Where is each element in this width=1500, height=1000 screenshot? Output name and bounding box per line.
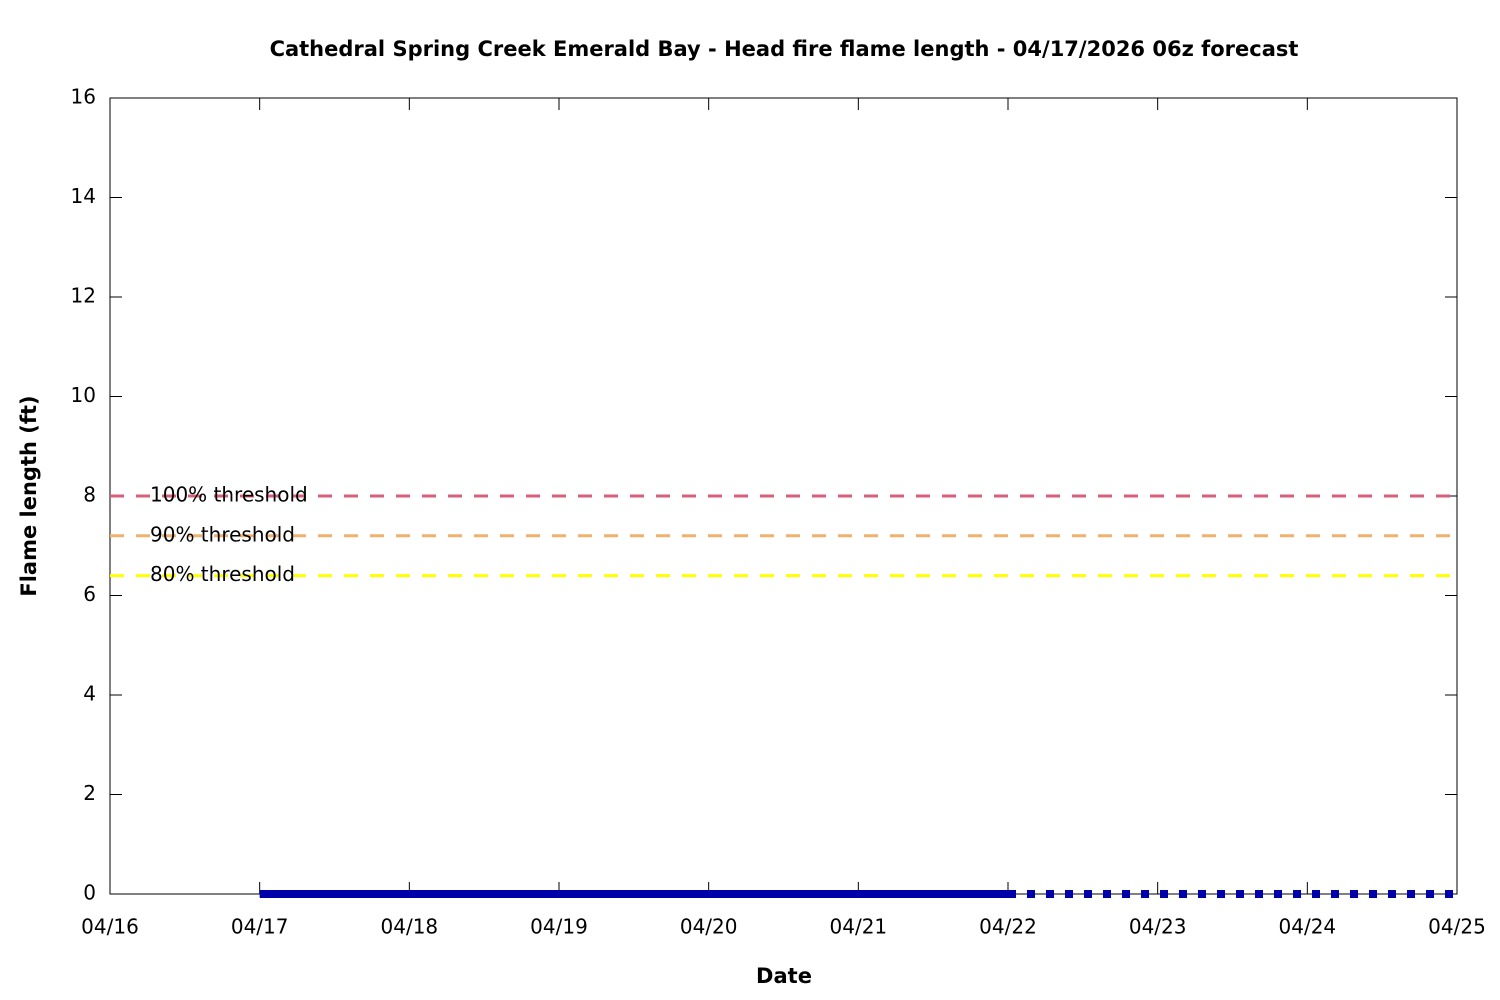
x-tick-label: 04/20	[680, 915, 738, 939]
y-tick-label: 14	[71, 184, 96, 208]
y-tick-label: 0	[83, 881, 96, 905]
y-tick-label: 2	[83, 781, 96, 805]
legend-label: 80% threshold	[150, 562, 295, 586]
x-tick-label: 04/22	[979, 915, 1037, 939]
x-tick-label: 04/23	[1129, 915, 1187, 939]
x-tick-label: 04/18	[381, 915, 439, 939]
x-tick-label: 04/16	[81, 915, 139, 939]
y-tick-label: 12	[71, 284, 96, 308]
chart-title: Cathedral Spring Creek Emerald Bay - Hea…	[270, 37, 1299, 61]
y-tick-label: 6	[83, 582, 96, 606]
legend-label: 90% threshold	[150, 522, 295, 546]
x-tick-label: 04/21	[830, 915, 888, 939]
x-axis-label: Date	[756, 964, 812, 988]
x-tick-label: 04/17	[231, 915, 289, 939]
legend-label: 100% threshold	[150, 483, 308, 507]
y-tick-label: 8	[83, 483, 96, 507]
y-tick-label: 10	[71, 383, 96, 407]
x-tick-label: 04/19	[530, 915, 588, 939]
x-tick-label: 04/25	[1428, 915, 1486, 939]
x-tick-label: 04/24	[1279, 915, 1337, 939]
y-tick-label: 4	[83, 682, 96, 706]
y-axis-label: Flame length (ft)	[17, 395, 41, 596]
y-tick-label: 16	[71, 85, 96, 109]
